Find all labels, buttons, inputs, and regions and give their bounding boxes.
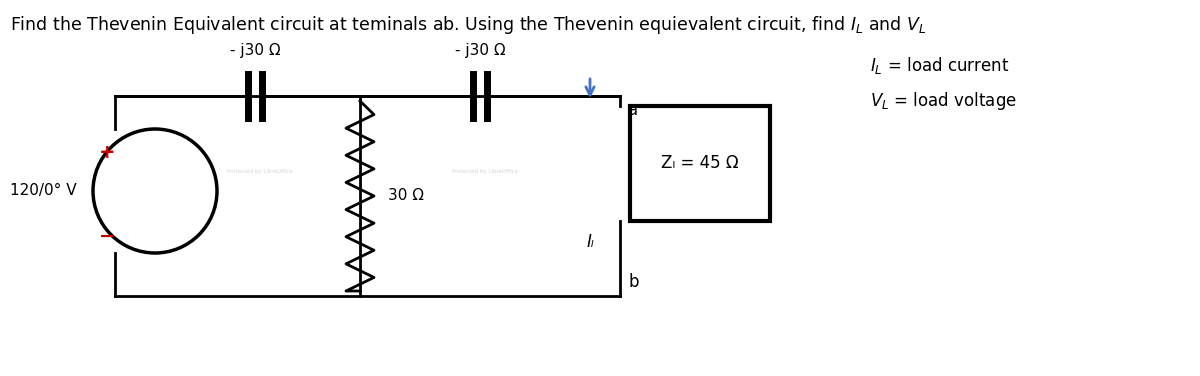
Text: - j30 Ω: - j30 Ω xyxy=(229,43,281,58)
Text: $I_L$ = load current: $I_L$ = load current xyxy=(870,56,1009,76)
Text: a: a xyxy=(628,101,638,119)
Text: Iₗ: Iₗ xyxy=(586,233,594,251)
Text: Protected by LibreOffice: Protected by LibreOffice xyxy=(452,168,518,173)
Text: −: − xyxy=(98,226,115,246)
Text: Find the Thevenin Equivalent circuit at teminals ab. Using the Thevenin equieval: Find the Thevenin Equivalent circuit at … xyxy=(10,14,926,36)
Text: Zₗ = 45 Ω: Zₗ = 45 Ω xyxy=(661,155,739,173)
Text: 30 Ω: 30 Ω xyxy=(388,188,424,203)
Text: b: b xyxy=(628,273,638,291)
Bar xyxy=(630,106,770,221)
Text: 120/0° V: 120/0° V xyxy=(11,183,77,199)
Text: Protected by LibreOffice: Protected by LibreOffice xyxy=(227,168,293,173)
Text: +: + xyxy=(98,144,115,162)
Text: - j30 Ω: - j30 Ω xyxy=(455,43,505,58)
Text: $V_L$ = load voltage: $V_L$ = load voltage xyxy=(870,90,1016,112)
